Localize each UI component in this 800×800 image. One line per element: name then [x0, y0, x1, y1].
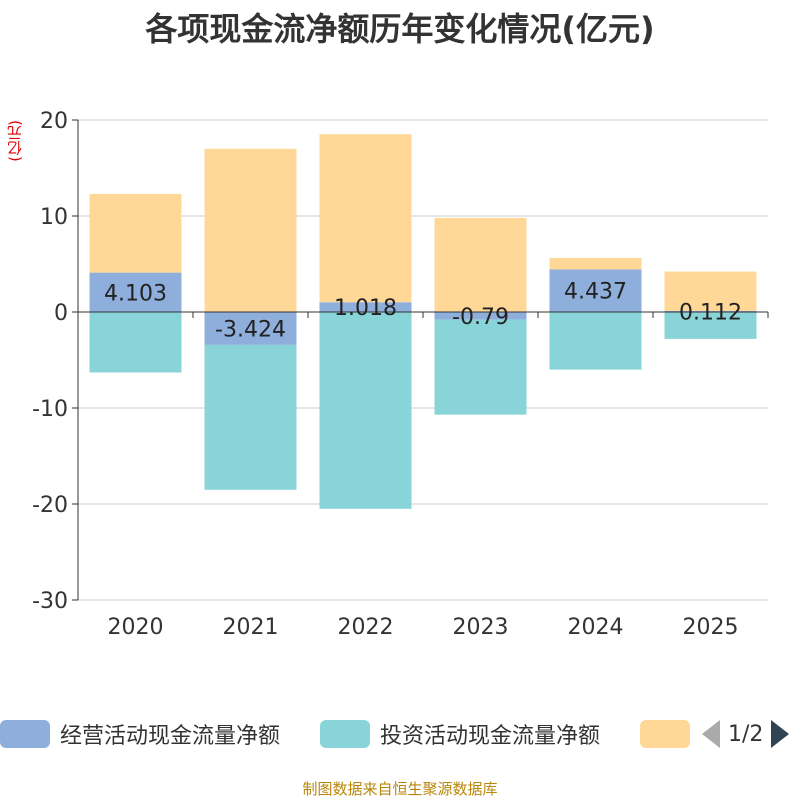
bar-2023-series-1	[434, 319, 527, 415]
data-label-2024: 4.437	[564, 280, 627, 305]
x-tick-label-2025: 2025	[683, 615, 739, 640]
data-source-note: 制图数据来自恒生聚源数据库	[302, 780, 498, 798]
y-tick-label: 10	[40, 205, 68, 230]
pager-prev-icon[interactable]	[702, 720, 720, 748]
legend-item-investing[interactable]: 投资活动现金流量净额	[320, 716, 600, 752]
data-label-2022: 1.018	[334, 296, 397, 321]
y-tick-label: 0	[54, 301, 68, 326]
legend-swatch-operating	[0, 720, 50, 748]
y-tick-label: 20	[40, 109, 68, 134]
bar-2023-series-2	[434, 217, 527, 312]
legend-item-operating[interactable]: 经营活动现金流量净额	[0, 716, 280, 752]
bar-2020-series-2	[89, 193, 182, 273]
legend-label-investing: 投资活动现金流量净额	[380, 724, 601, 749]
bar-2024-series-2	[549, 257, 642, 270]
x-tick-label-2023: 2023	[453, 615, 509, 640]
bar-2022-series-0	[319, 302, 412, 312]
data-label-2023: -0.79	[452, 305, 509, 330]
legend-item-financing[interactable]	[640, 716, 700, 752]
bar-2024-series-0	[549, 269, 642, 312]
data-label-2021: -3.424	[215, 317, 286, 342]
bar-2025-series-0	[664, 310, 757, 312]
bar-2023-series-0	[434, 312, 527, 320]
bar-2022-series-1	[319, 312, 412, 509]
bar-2020-series-0	[89, 272, 182, 312]
bar-2025-series-2	[664, 271, 757, 311]
y-tick-label: -20	[32, 493, 68, 518]
pager-next-icon[interactable]	[771, 720, 790, 748]
x-tick-label-2022: 2022	[338, 615, 394, 640]
x-tick-label-2020: 2020	[108, 615, 164, 640]
bar-2021-series-2	[204, 148, 297, 312]
x-tick-label-2021: 2021	[223, 615, 279, 640]
x-tick-label-2024: 2024	[568, 615, 624, 640]
pager-text: 1/2	[728, 721, 764, 747]
legend: 经营活动现金流量净额 投资活动现金流量净额 1/2	[0, 716, 800, 752]
bar-2020-series-1	[89, 312, 182, 373]
legend-swatch-financing	[640, 720, 690, 748]
legend-label-operating: 经营活动现金流量净额	[60, 724, 281, 749]
bar-2021-series-1	[204, 344, 297, 490]
bar-2021-series-0	[204, 312, 297, 345]
legend-swatch-investing	[320, 720, 370, 748]
bar-2024-series-1	[549, 312, 642, 370]
chart-title: 各项现金流净额历年变化情况(亿元)	[145, 10, 655, 48]
data-label-2025: 0.112	[679, 300, 742, 325]
bar-2022-series-2	[319, 134, 412, 303]
y-tick-label: -30	[32, 589, 68, 614]
data-label-2020: 4.103	[104, 281, 167, 306]
y-tick-label: -10	[32, 397, 68, 422]
legend-pager: 1/2	[702, 716, 790, 752]
bar-2025-series-1	[664, 312, 757, 339]
